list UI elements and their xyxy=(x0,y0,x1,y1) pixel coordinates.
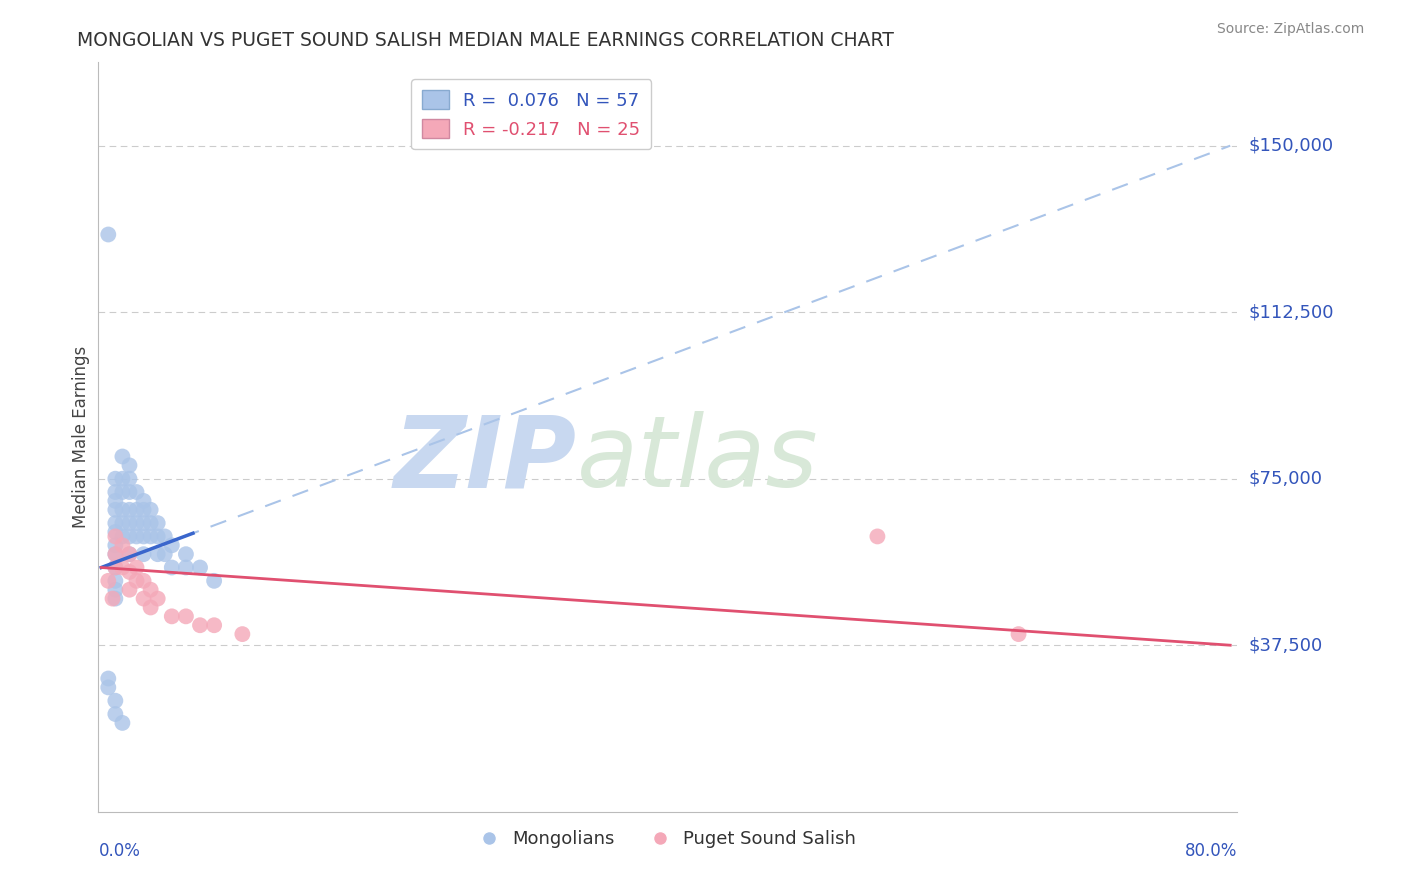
Point xyxy=(125,516,148,530)
Point xyxy=(146,547,169,561)
Text: 0.0%: 0.0% xyxy=(98,842,141,860)
Point xyxy=(118,582,141,597)
Point xyxy=(125,574,148,588)
Point xyxy=(104,529,127,543)
Point xyxy=(132,494,155,508)
Point xyxy=(132,516,155,530)
Point xyxy=(118,458,141,473)
Point xyxy=(101,591,124,606)
Point xyxy=(104,574,127,588)
Point xyxy=(132,529,155,543)
Point xyxy=(97,574,120,588)
Point xyxy=(118,547,141,561)
Point xyxy=(866,529,889,543)
Point xyxy=(188,618,211,632)
Point xyxy=(104,524,127,539)
Point xyxy=(174,547,197,561)
Point xyxy=(111,516,134,530)
Point xyxy=(104,494,127,508)
Point xyxy=(104,591,127,606)
Point xyxy=(118,503,141,517)
Point xyxy=(104,472,127,486)
Text: $37,500: $37,500 xyxy=(1249,636,1323,654)
Y-axis label: Median Male Earnings: Median Male Earnings xyxy=(72,346,90,528)
Point xyxy=(104,706,127,721)
Text: MONGOLIAN VS PUGET SOUND SALISH MEDIAN MALE EARNINGS CORRELATION CHART: MONGOLIAN VS PUGET SOUND SALISH MEDIAN M… xyxy=(77,31,894,50)
Point xyxy=(111,560,134,574)
Point xyxy=(104,560,127,574)
Text: ZIP: ZIP xyxy=(394,411,576,508)
Point xyxy=(97,681,120,695)
Text: $112,500: $112,500 xyxy=(1249,303,1334,321)
Point xyxy=(174,560,197,574)
Legend: Mongolians, Puget Sound Salish: Mongolians, Puget Sound Salish xyxy=(472,822,863,855)
Point xyxy=(139,529,162,543)
Point xyxy=(202,618,225,632)
Point xyxy=(153,547,176,561)
Point xyxy=(125,529,148,543)
Text: atlas: atlas xyxy=(576,411,818,508)
Point xyxy=(111,529,134,543)
Point xyxy=(104,560,127,574)
Point xyxy=(132,591,155,606)
Point xyxy=(97,672,120,686)
Point xyxy=(118,485,141,500)
Point xyxy=(118,472,141,486)
Point xyxy=(111,503,134,517)
Point xyxy=(104,538,127,552)
Text: $75,000: $75,000 xyxy=(1249,470,1323,488)
Point xyxy=(132,547,155,561)
Point xyxy=(231,627,253,641)
Point xyxy=(104,694,127,708)
Point xyxy=(104,485,127,500)
Point xyxy=(132,574,155,588)
Point xyxy=(125,485,148,500)
Point xyxy=(118,547,141,561)
Point xyxy=(104,503,127,517)
Point xyxy=(104,547,127,561)
Point xyxy=(104,547,127,561)
Point xyxy=(139,582,162,597)
Point xyxy=(111,472,134,486)
Point xyxy=(111,450,134,464)
Point xyxy=(146,529,169,543)
Point xyxy=(174,609,197,624)
Point xyxy=(139,503,162,517)
Point xyxy=(125,560,148,574)
Point xyxy=(118,529,141,543)
Point xyxy=(118,565,141,579)
Text: 80.0%: 80.0% xyxy=(1185,842,1237,860)
Point xyxy=(125,503,148,517)
Point xyxy=(160,609,183,624)
Point xyxy=(104,582,127,597)
Point xyxy=(153,529,176,543)
Point xyxy=(132,503,155,517)
Point xyxy=(146,516,169,530)
Point xyxy=(111,485,134,500)
Point xyxy=(160,538,183,552)
Point xyxy=(146,591,169,606)
Point xyxy=(139,516,162,530)
Point xyxy=(160,560,183,574)
Text: $150,000: $150,000 xyxy=(1249,136,1333,154)
Point xyxy=(111,538,134,552)
Point xyxy=(188,560,211,574)
Point xyxy=(118,516,141,530)
Point xyxy=(104,516,127,530)
Point xyxy=(202,574,225,588)
Point xyxy=(1007,627,1029,641)
Point xyxy=(97,227,120,242)
Point xyxy=(139,600,162,615)
Point xyxy=(111,715,134,730)
Text: Source: ZipAtlas.com: Source: ZipAtlas.com xyxy=(1216,22,1364,37)
